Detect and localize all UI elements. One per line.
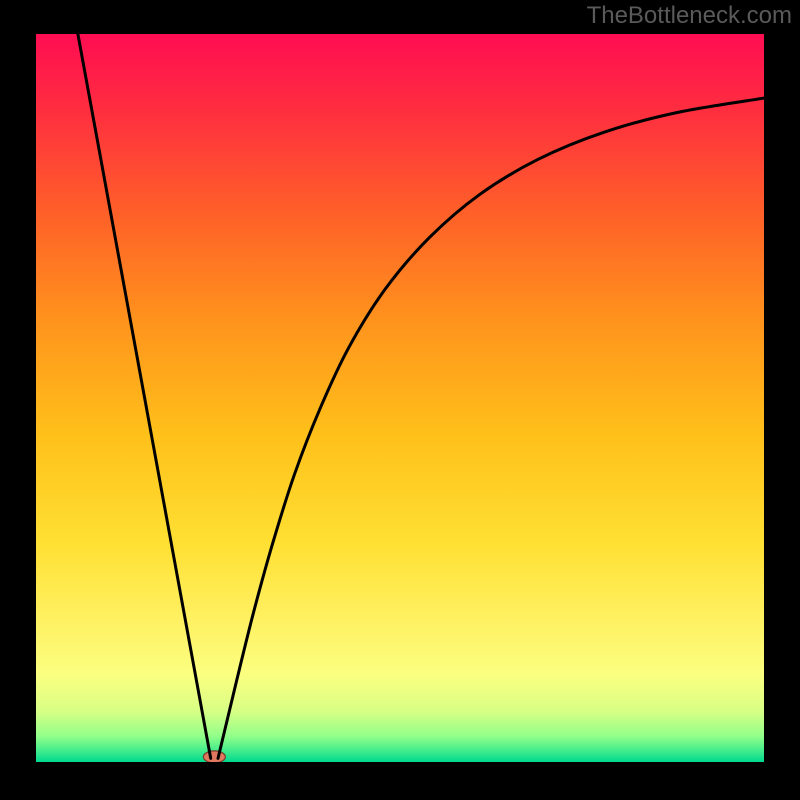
chart-container: TheBottleneck.com [0, 0, 800, 800]
bottleneck-chart [0, 0, 800, 800]
optimal-point-marker [203, 751, 225, 763]
watermark-text: TheBottleneck.com [587, 2, 792, 30]
